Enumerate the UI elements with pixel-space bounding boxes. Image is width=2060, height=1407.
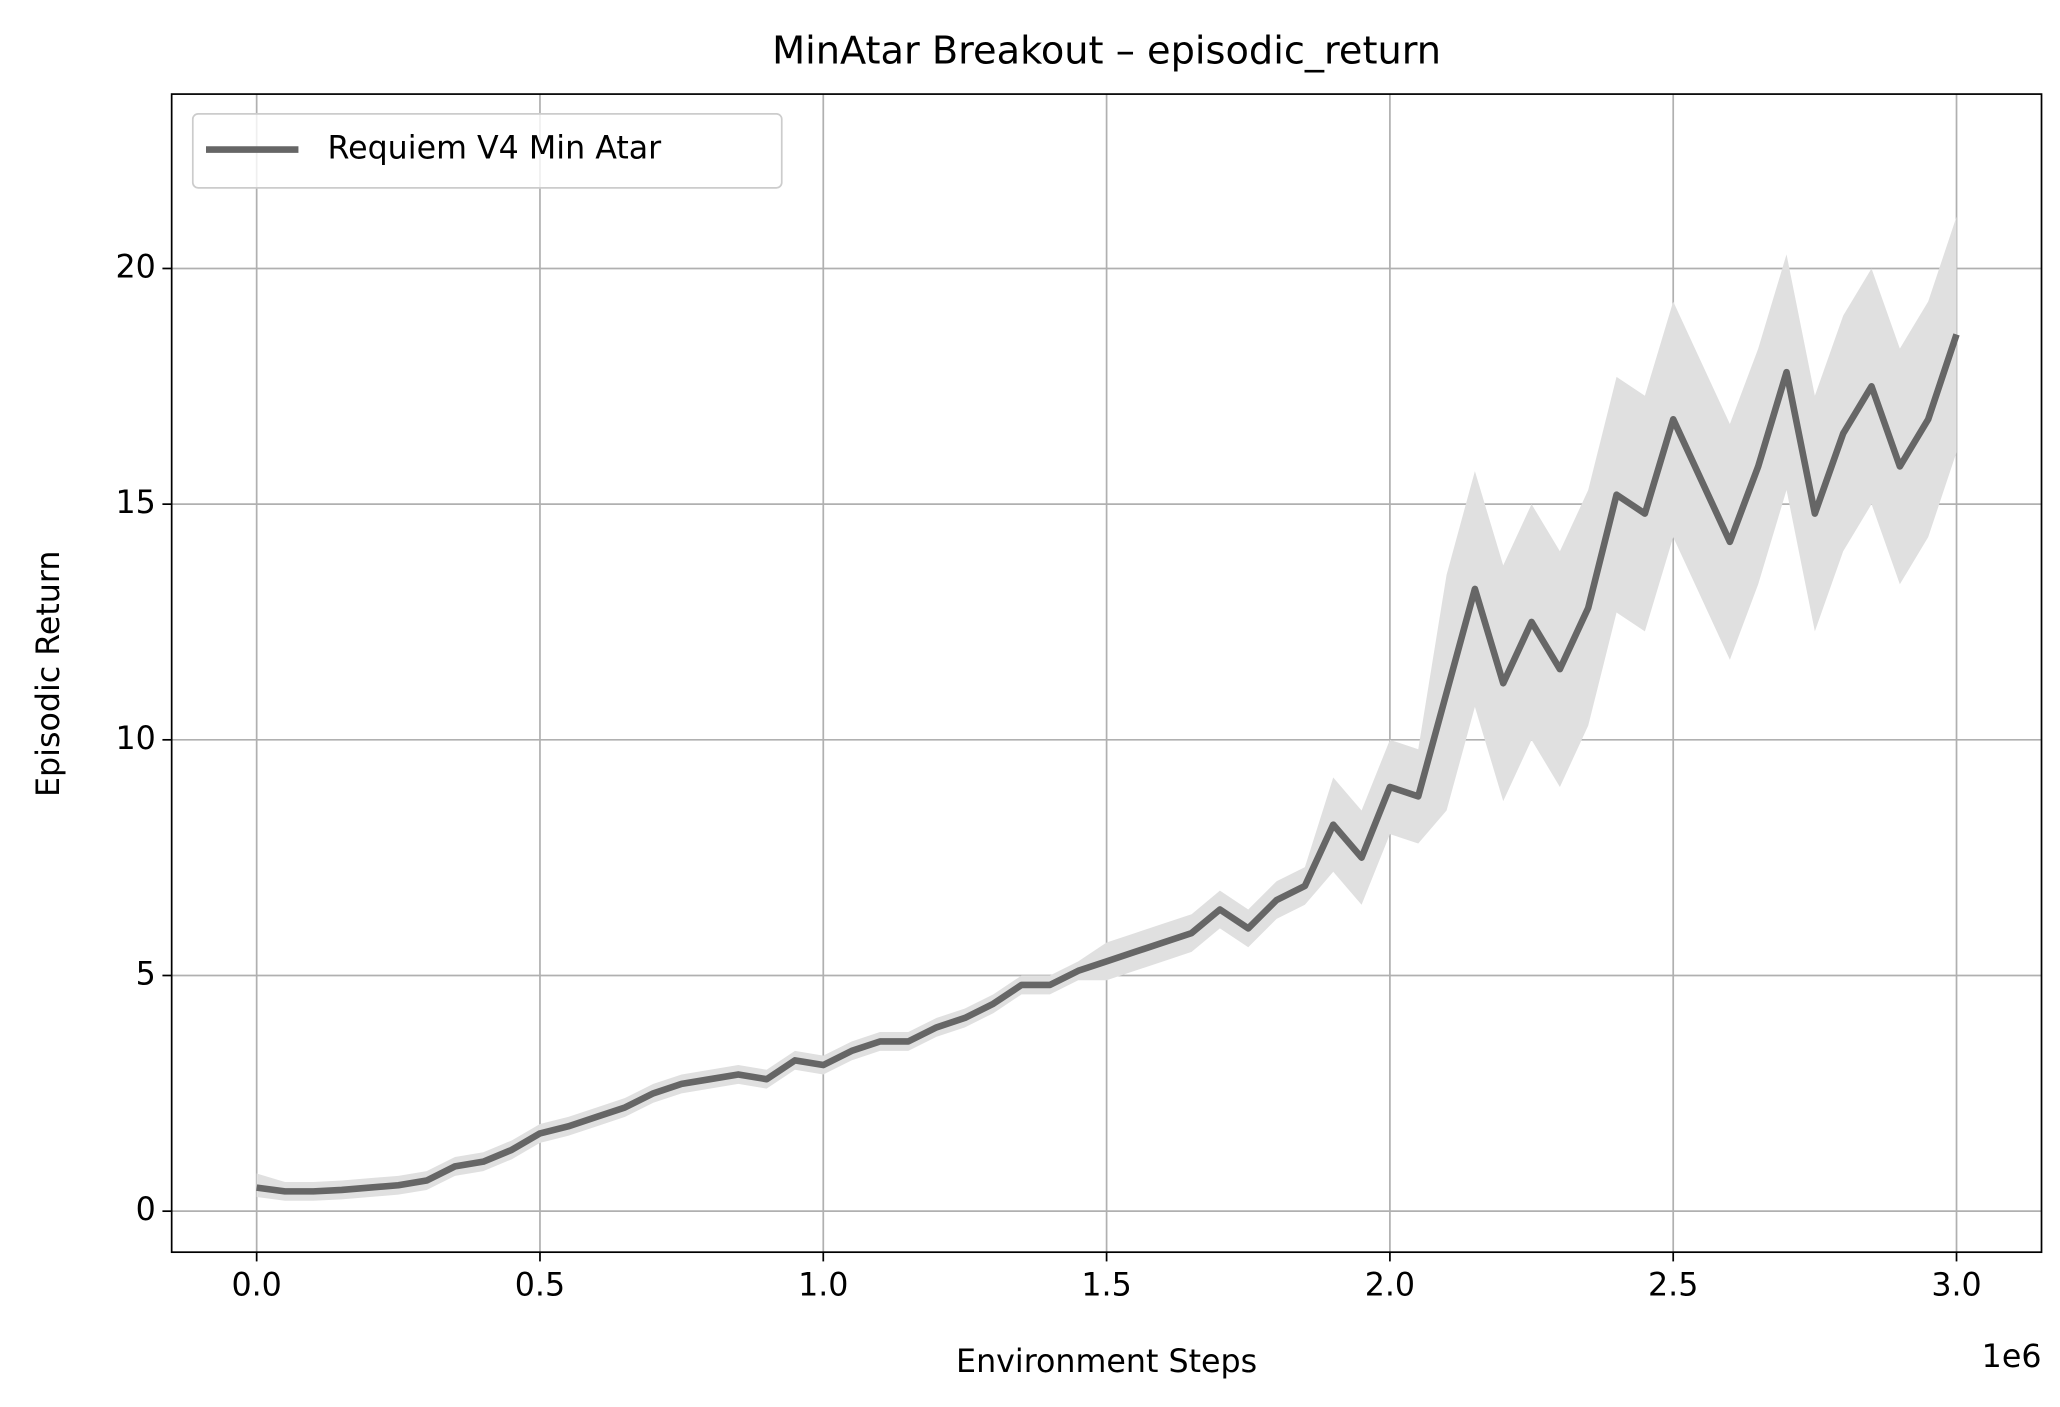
- y-tick-label: 10: [115, 721, 155, 757]
- x-tick-label: 2.0: [1365, 1268, 1415, 1304]
- y-tick-label: 15: [115, 485, 155, 521]
- x-tick-label: 0.0: [231, 1268, 281, 1304]
- legend-box: [191, 113, 783, 189]
- x-tick-label: 1.5: [1081, 1268, 1131, 1304]
- legend: Requiem V4 Min Atar: [191, 113, 783, 189]
- y-axis-label: Episodic Return: [31, 551, 67, 797]
- x-axis-label: Environment Steps: [956, 1344, 1257, 1380]
- x-offset-label: 1e6: [1982, 1339, 2042, 1375]
- x-tick-label: 3.0: [1931, 1268, 1981, 1304]
- chart-title: MinAtar Breakout – episodic_return: [772, 29, 1441, 74]
- confidence-band: [256, 216, 1957, 1201]
- y-tick-label: 20: [115, 249, 155, 285]
- x-tick-label: 0.5: [515, 1268, 565, 1304]
- legend-label: Requiem V4 Min Atar: [327, 131, 662, 167]
- y-tick-label: 0: [136, 1192, 156, 1228]
- x-tick-label: 2.5: [1648, 1268, 1698, 1304]
- y-tick-label: 5: [136, 956, 156, 992]
- series-line: [256, 333, 1960, 1195]
- x-tick-label: 1.0: [798, 1268, 848, 1304]
- plot-frame: [170, 93, 2043, 1254]
